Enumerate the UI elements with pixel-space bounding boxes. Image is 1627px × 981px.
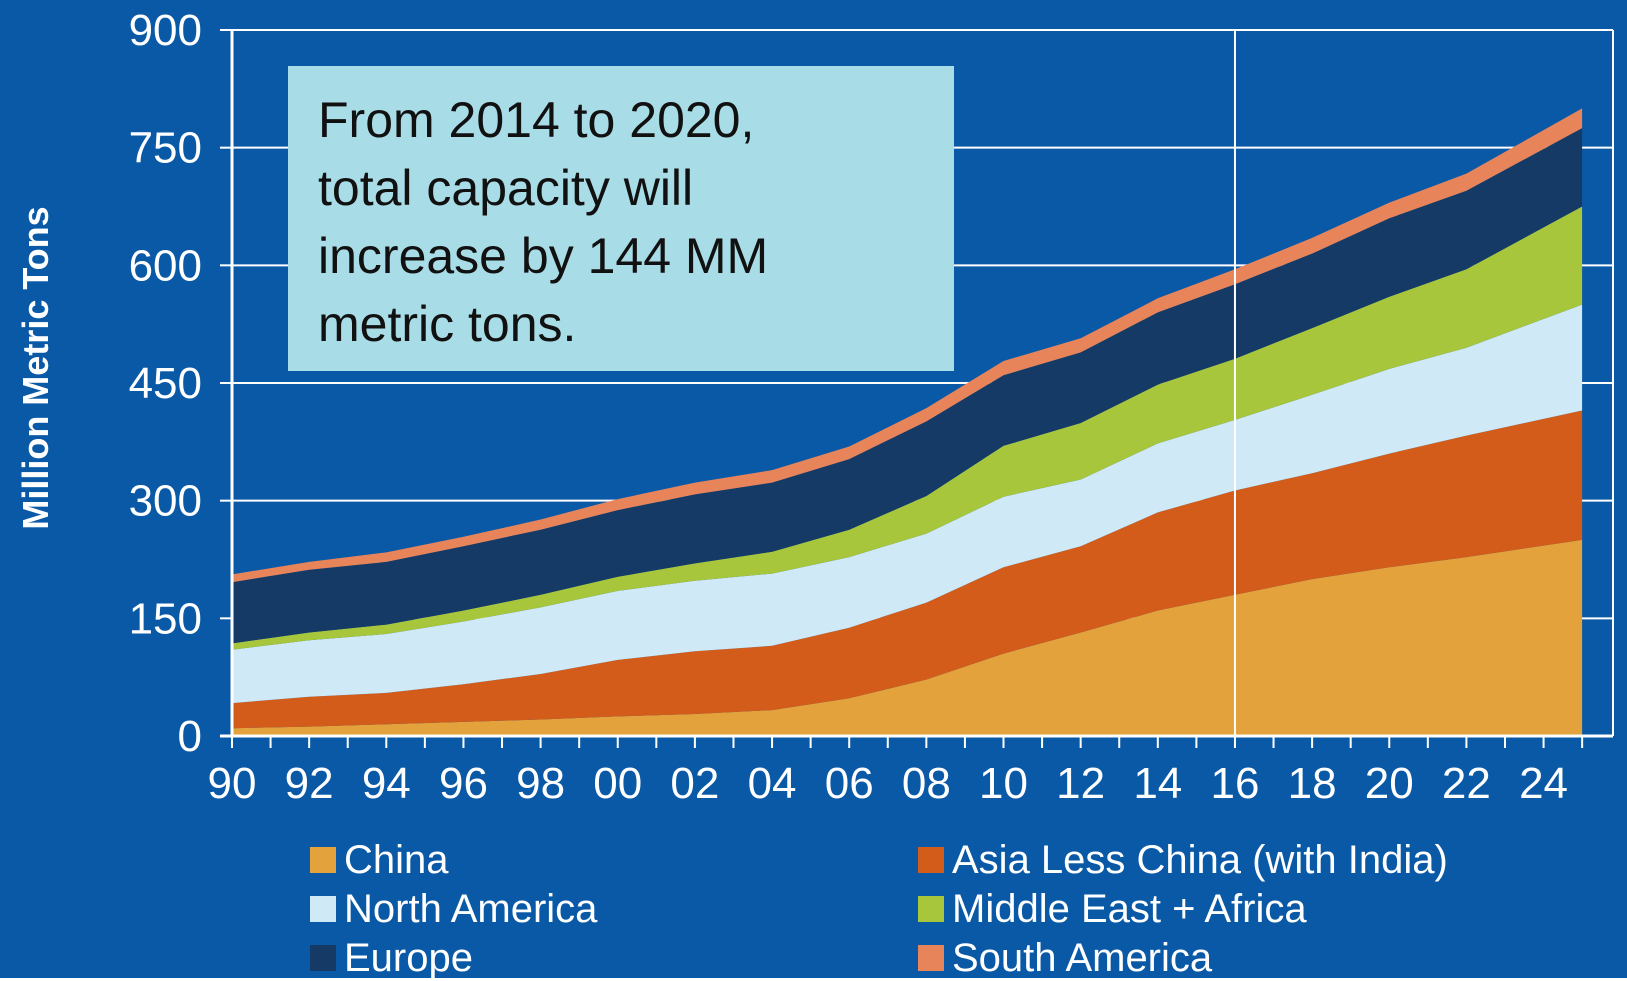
legend-item: Asia Less China (with India) bbox=[918, 838, 1448, 882]
legend-item: Europe bbox=[310, 936, 473, 980]
legend-item: China bbox=[310, 838, 449, 882]
x-tick-label: 20 bbox=[1365, 759, 1414, 808]
legend-label: Middle East + Africa bbox=[952, 886, 1307, 931]
x-tick-label: 90 bbox=[208, 759, 257, 808]
x-tick-label: 08 bbox=[902, 759, 951, 808]
axes: 0 150 300 450 600 750 900 90 92 94 96 98 00 02 04 06 08 1… bbox=[129, 6, 1613, 808]
y-axis-label: Million Metric Tons bbox=[15, 206, 56, 529]
x-tick-label: 16 bbox=[1210, 759, 1259, 808]
area-series-layer bbox=[232, 108, 1583, 736]
legend-item: South America bbox=[918, 936, 1212, 980]
legend-item: Middle East + Africa bbox=[918, 887, 1307, 931]
y-tick-label: 600 bbox=[129, 241, 202, 290]
x-tick-label: 14 bbox=[1133, 759, 1182, 808]
annotation-line: From 2014 to 2020, bbox=[318, 92, 755, 148]
x-tick-label: 02 bbox=[670, 759, 719, 808]
area-series bbox=[232, 539, 1583, 736]
x-tick-label: 06 bbox=[825, 759, 874, 808]
y-tick-label: 450 bbox=[129, 359, 202, 408]
legend-swatch bbox=[310, 896, 336, 922]
y-tick-label: 150 bbox=[129, 594, 202, 643]
legend-swatch bbox=[918, 847, 944, 873]
y-tick-label: 0 bbox=[178, 712, 202, 761]
x-tick-label: 98 bbox=[516, 759, 565, 808]
x-tick-label: 22 bbox=[1442, 759, 1491, 808]
legend-swatch bbox=[310, 847, 336, 873]
x-tick-label: 00 bbox=[593, 759, 642, 808]
legend-label: Europe bbox=[344, 935, 473, 980]
annotation-box: From 2014 to 2020, total capacity will i… bbox=[288, 66, 954, 371]
y-tick-label: 300 bbox=[129, 477, 202, 526]
annotation-line: increase by 144 MM bbox=[318, 228, 769, 284]
x-tick-label: 94 bbox=[362, 759, 411, 808]
x-tick-label: 04 bbox=[748, 759, 797, 808]
annotation-line: total capacity will bbox=[318, 160, 694, 216]
legend-item: North America bbox=[310, 887, 597, 931]
x-tick-label: 18 bbox=[1288, 759, 1337, 808]
legend-label: Asia Less China (with India) bbox=[952, 837, 1448, 882]
area-series bbox=[232, 128, 1583, 644]
y-tick-label: 900 bbox=[129, 6, 202, 55]
x-tick-label: 24 bbox=[1519, 759, 1568, 808]
legend-label: North America bbox=[344, 886, 598, 931]
legend-swatch bbox=[918, 896, 944, 922]
x-tick-label: 12 bbox=[1056, 759, 1105, 808]
legend-label: China bbox=[344, 837, 449, 882]
legend-label: South America bbox=[952, 935, 1213, 980]
y-tick-label: 750 bbox=[129, 124, 202, 173]
x-tick-label: 92 bbox=[285, 759, 334, 808]
x-tick-label: 10 bbox=[979, 759, 1028, 808]
legend-swatch bbox=[918, 945, 944, 971]
x-tick-label: 96 bbox=[439, 759, 488, 808]
legend-swatch bbox=[310, 945, 336, 971]
area-series bbox=[232, 410, 1583, 729]
area-series bbox=[232, 304, 1583, 704]
annotation-line: metric tons. bbox=[318, 296, 577, 352]
